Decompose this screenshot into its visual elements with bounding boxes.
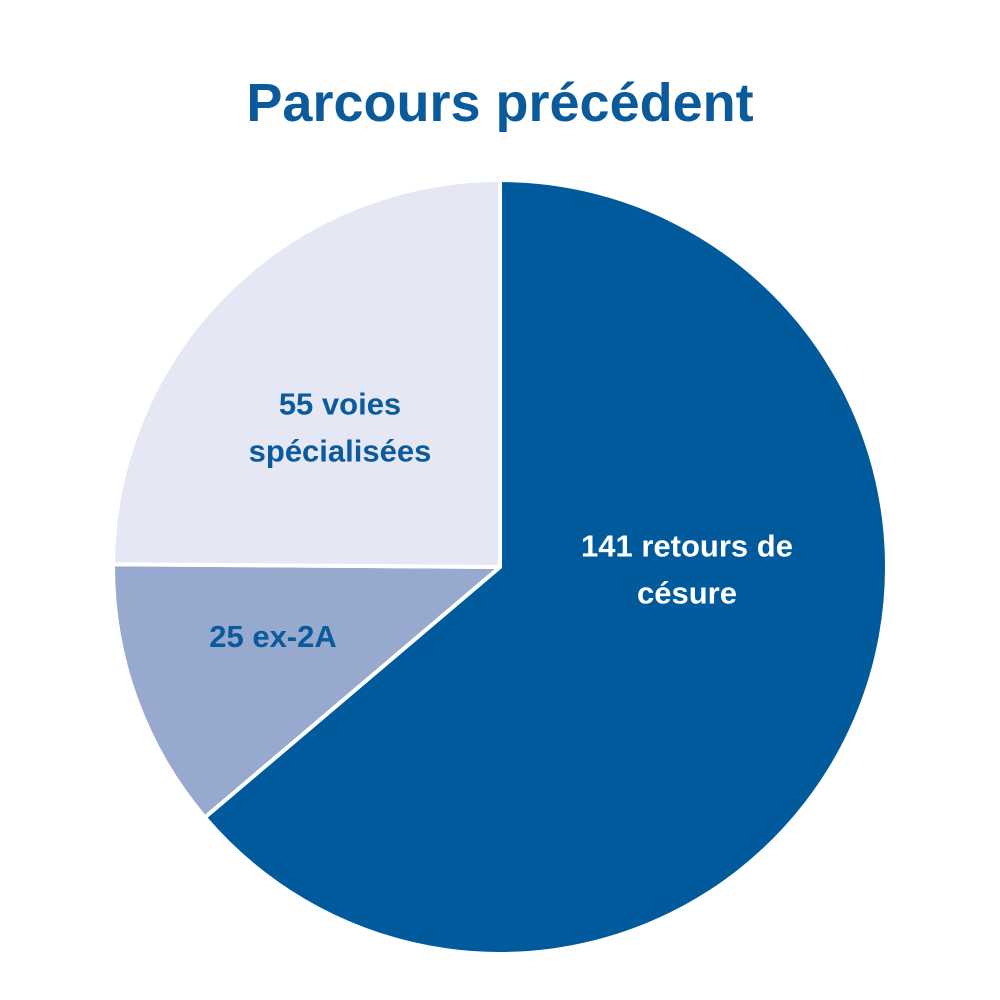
pie-slice — [111, 562, 502, 820]
slice-label: 55 voies spécialisées — [248, 386, 432, 469]
slice-label: 141 retours de césure — [581, 528, 793, 611]
pie-slice — [202, 178, 889, 956]
chart-title: Parcours précédent — [246, 73, 754, 133]
slice-label: 25 ex-2A — [209, 618, 337, 654]
pie-slice — [111, 178, 502, 569]
